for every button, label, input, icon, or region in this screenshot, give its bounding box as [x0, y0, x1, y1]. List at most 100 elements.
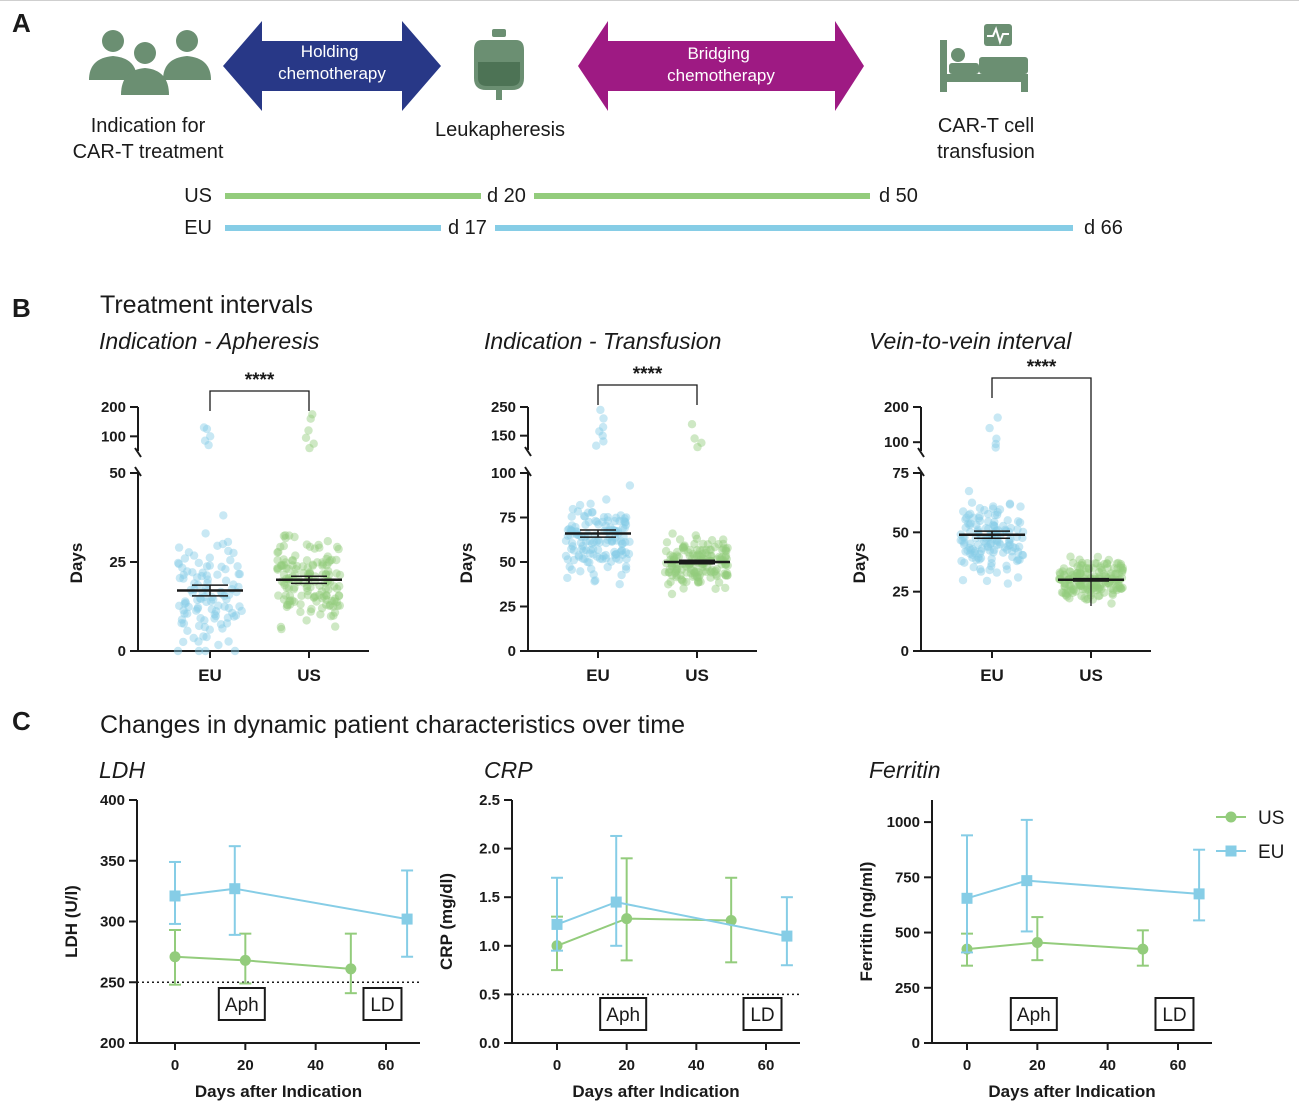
data-point-us — [1080, 593, 1089, 603]
data-point-eu — [177, 615, 187, 624]
data-point-eu — [231, 611, 241, 620]
data-point-eu — [621, 562, 631, 571]
data-point-eu — [584, 517, 594, 527]
data-point-us — [698, 563, 707, 572]
data-point-us — [281, 533, 290, 543]
data-point-us — [291, 565, 301, 574]
marker-label-ld: LD — [750, 1005, 774, 1026]
data-point-us — [305, 443, 314, 453]
data-point-eu — [561, 536, 571, 545]
data-point-us — [305, 542, 315, 551]
y-tick-label: 100 — [491, 465, 516, 482]
data-point-eu — [575, 500, 585, 510]
x-tick-label: US — [1079, 666, 1103, 685]
x-tick-label: EU — [980, 666, 1004, 685]
y-tick-label: 50 — [499, 554, 516, 571]
x-tick-label: 0 — [963, 1057, 971, 1074]
x-axis-label: Days after Indication — [988, 1082, 1155, 1101]
data-point-eu — [1013, 555, 1023, 564]
data-point-eu — [206, 432, 215, 441]
data-point-us — [292, 562, 302, 571]
data-point-us — [333, 601, 342, 611]
data-point-eu — [607, 557, 616, 566]
y-tick-label: 200 — [101, 399, 126, 416]
series-line-us — [174, 955, 351, 970]
data-point-us — [707, 568, 716, 577]
data-point-eu — [596, 405, 605, 415]
data-point-eu — [622, 554, 631, 564]
data-point-eu — [1012, 556, 1022, 566]
data-point-eu — [616, 547, 625, 557]
data-point-eu — [178, 563, 187, 572]
data-point-eu — [193, 603, 203, 612]
data-point-us — [694, 577, 703, 587]
data-point-eu — [192, 573, 202, 582]
data-point-us — [288, 556, 297, 565]
chart-c2-title: CRP — [484, 757, 533, 783]
data-point-us — [707, 551, 716, 561]
data-point-us — [276, 542, 285, 552]
x-tick-label: 60 — [378, 1057, 395, 1074]
data-point-eu — [985, 565, 994, 575]
data-point-eu — [194, 558, 203, 568]
data-point-eu — [987, 554, 996, 563]
data-point-eu — [237, 606, 246, 616]
x-axis-label: Days after Indication — [195, 1082, 362, 1101]
data-point-us — [239, 954, 251, 966]
y-tick-label: 100 — [101, 428, 126, 445]
data-point-us — [324, 566, 333, 576]
data-point-eu — [986, 538, 996, 548]
data-point-eu — [563, 525, 573, 535]
timeline-eu-mid: d 17 — [448, 217, 487, 239]
data-point-us — [311, 592, 320, 601]
data-point-us — [1081, 585, 1090, 594]
data-point-us — [1111, 569, 1120, 579]
data-point-us — [1056, 570, 1065, 579]
data-point-us — [289, 585, 298, 594]
data-point-us — [1100, 559, 1109, 569]
data-point-us — [712, 570, 721, 579]
data-point-eu — [591, 576, 600, 585]
data-point-us — [279, 555, 288, 564]
y-tick-label: 25 — [499, 599, 516, 616]
x-tick-label: 60 — [1170, 1057, 1187, 1074]
data-point-eu — [968, 550, 977, 560]
chart-b2: 0 25 50 75 100 150 250 Days EU US **** — [457, 364, 757, 685]
data-point-eu — [567, 544, 576, 554]
data-point-eu — [999, 521, 1008, 531]
data-point-eu — [203, 575, 212, 584]
data-point-eu — [230, 646, 240, 656]
data-point-us — [679, 543, 688, 553]
data-point-eu — [567, 512, 576, 521]
data-point-us — [273, 564, 282, 573]
chart-c1: 200 250 300 350 400 0 20 40 60 Days after Indicat… — [62, 792, 420, 1101]
data-point-us — [314, 540, 323, 550]
data-point-us — [312, 597, 321, 606]
data-point-us — [1060, 571, 1069, 580]
data-point-eu — [219, 511, 228, 520]
data-point-us — [330, 594, 340, 603]
holding-chemotherapy-arrow — [223, 21, 441, 111]
data-point-eu — [1006, 535, 1015, 544]
data-point-eu — [200, 616, 209, 625]
data-point-us — [711, 584, 720, 593]
marker-box-aph — [217, 987, 266, 1021]
data-point-eu — [598, 431, 607, 440]
x-tick-label: 0 — [171, 1057, 179, 1074]
y-tick-label: 2.5 — [479, 792, 500, 809]
data-point-eu — [602, 495, 611, 504]
data-point-eu — [974, 553, 983, 562]
data-point-us — [290, 583, 299, 592]
data-point-eu — [598, 517, 607, 527]
data-point-us — [298, 562, 307, 571]
data-point-eu — [611, 513, 621, 522]
data-point-eu — [585, 558, 594, 567]
data-point-us — [309, 593, 319, 602]
data-point-eu — [221, 565, 230, 574]
marker-box-ld — [1154, 997, 1195, 1031]
data-point-us — [309, 439, 318, 448]
data-point-us — [282, 564, 291, 573]
data-point-us — [1094, 592, 1103, 601]
data-point-us — [1081, 563, 1091, 573]
